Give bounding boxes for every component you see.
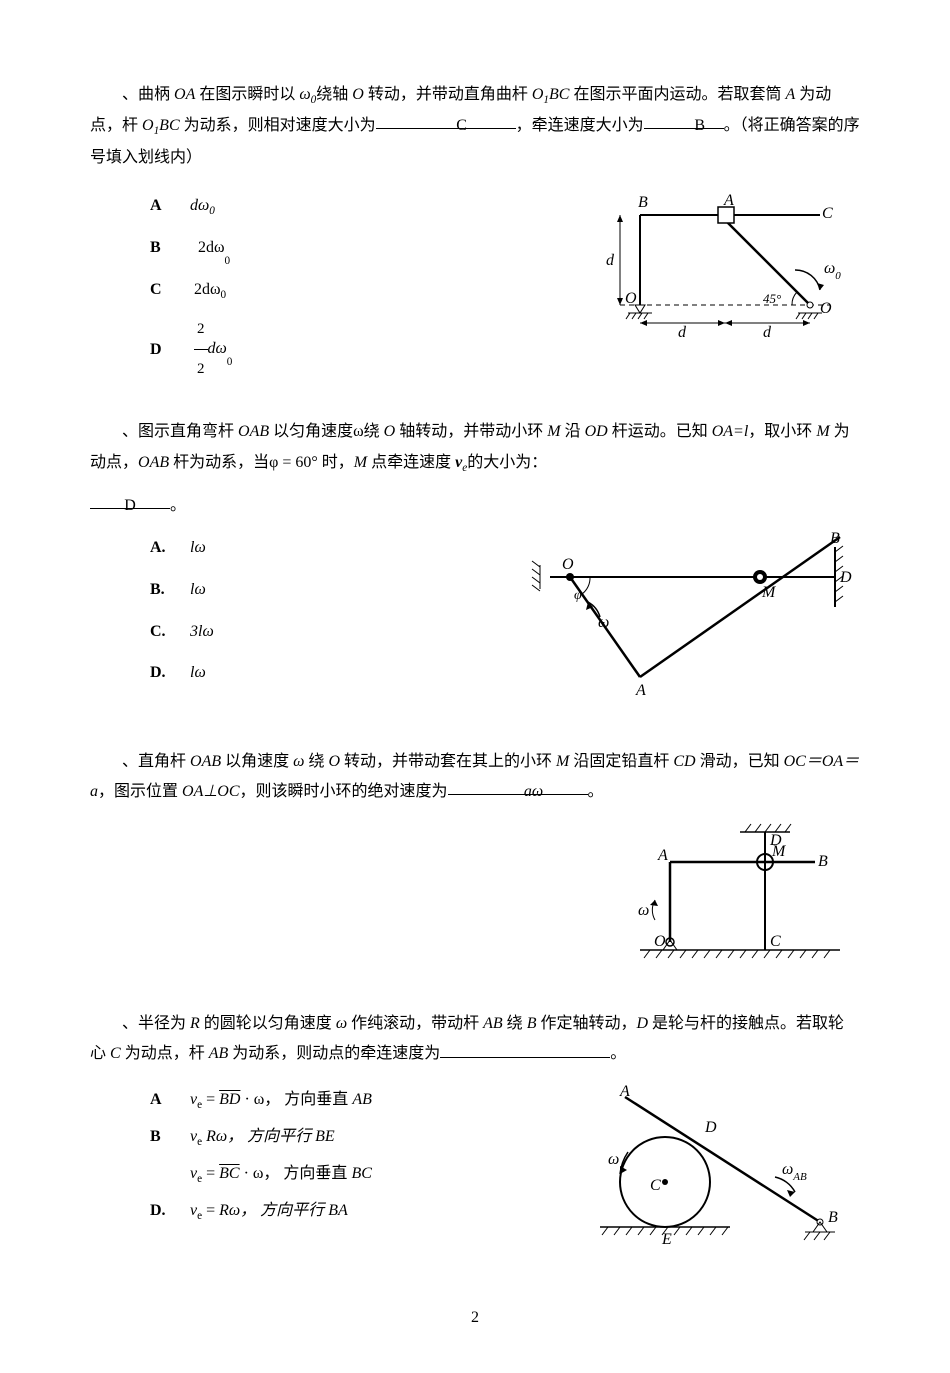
svg-text:ω: ω [608, 1151, 619, 1168]
svg-text:45°: 45° [763, 291, 781, 306]
svg-text:M: M [771, 843, 787, 860]
svg-text:B: B [830, 530, 840, 547]
svg-text:O: O [562, 556, 574, 573]
svg-text:O: O [625, 290, 637, 307]
q4-text: 、半径为 R 的圆轮以匀角速度 ω 作纯滚动，带动杆 AB 绕 B 作定轴转动，… [90, 1009, 860, 1070]
svg-text:φ: φ [574, 588, 582, 603]
svg-text:ω0: ω0 [824, 260, 841, 282]
q2-text: 、图示直角弯杆 OAB 以匀角速度ω绕 O 轴转动，并带动小环 M 沿 OD 杆… [90, 417, 860, 479]
svg-text:D: D [839, 569, 852, 586]
q1-blank2: B [644, 111, 724, 129]
question-2: 、图示直角弯杆 OAB 以匀角速度ω绕 O 轴转动，并带动小环 M 沿 OD 杆… [90, 417, 860, 719]
page-number: 2 [90, 1303, 860, 1333]
q2-figure: O B D M A φ ω [520, 527, 860, 718]
svg-text:B: B [828, 1209, 838, 1226]
q4-blank [440, 1041, 610, 1059]
question-1: 、曲柄 OA 在图示瞬时以 ω0绕轴 O 转动，并带动直角曲杆 O1BC 在图示… [90, 80, 860, 389]
question-4: 、半径为 R 的圆轮以匀角速度 ω 作纯滚动，带动杆 AB 绕 B 作定轴转动，… [90, 1009, 860, 1273]
svg-text:D: D [704, 1119, 717, 1136]
svg-text:M: M [761, 584, 777, 601]
question-3: 、直角杆 OAB 以角速度 ω 绕 O 转动，并带动套在其上的小环 M 沿固定铅… [90, 747, 860, 981]
q3-text: 、直角杆 OAB 以角速度 ω 绕 O 转动，并带动套在其上的小环 M 沿固定铅… [90, 747, 860, 808]
svg-text:ωAB: ωAB [782, 1161, 807, 1183]
svg-text:d: d [606, 252, 615, 269]
svg-text:B: B [818, 853, 828, 870]
svg-text:C: C [650, 1177, 661, 1194]
svg-text:A: A [635, 682, 646, 699]
q1-blank1: C [376, 111, 516, 129]
svg-text:C: C [770, 933, 781, 950]
svg-text:B: B [638, 194, 648, 211]
svg-text:ω: ω [638, 902, 649, 919]
svg-text:O: O [654, 933, 666, 950]
q1-text: 、曲柄 OA 在图示瞬时以 ω0绕轴 O 转动，并带动直角曲杆 O1BC 在图示… [90, 80, 860, 173]
svg-text:C: C [822, 205, 833, 222]
q1-options: Adω0 B 2dω0 C 2dω0 D 22dω0 [90, 185, 544, 389]
svg-text:A: A [723, 192, 734, 209]
svg-text:d: d [763, 324, 772, 341]
svg-text:E: E [661, 1231, 672, 1248]
svg-text:O: O [820, 300, 832, 317]
q3-figure: D A M B ω O C [590, 820, 860, 981]
svg-text:d: d [678, 324, 687, 341]
svg-text:A: A [619, 1083, 630, 1100]
svg-text:ω: ω [598, 614, 609, 631]
svg-text:A: A [657, 847, 668, 864]
q4-options: Ave = BD · ω， 方向垂直 AB Bve Rω， 方向平行 BE ve… [90, 1082, 554, 1273]
q1-figure: B A C d O O ω0 45° d d [560, 185, 860, 389]
q2-blank: D [90, 491, 170, 509]
q3-blank: aω [448, 777, 588, 795]
q2-options: A.lω B.lω C.3lω D.lω [90, 527, 504, 718]
q4-figure: A D ω ωAB C B E [570, 1082, 860, 1273]
